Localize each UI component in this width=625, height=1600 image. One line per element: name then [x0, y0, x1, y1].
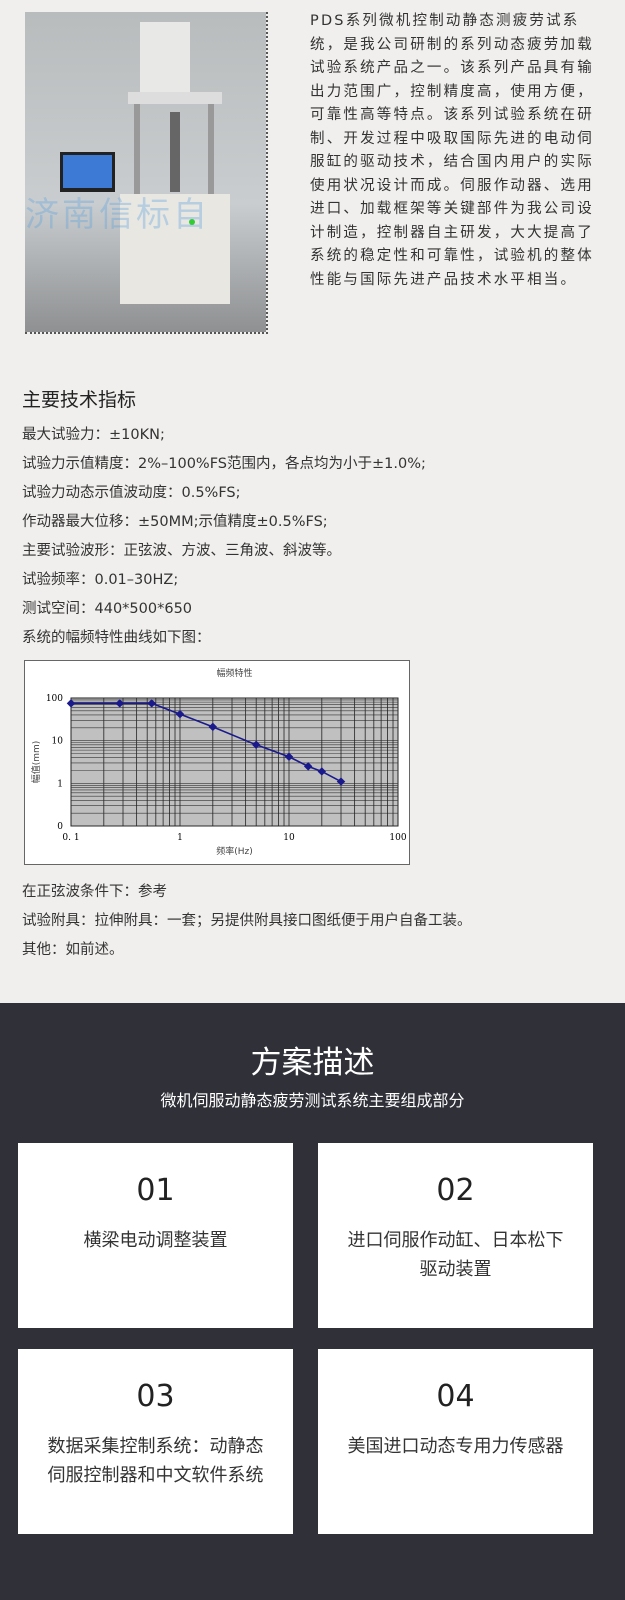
y-tick-label: 1 [57, 779, 63, 789]
x-tick-label: 1 [177, 833, 183, 843]
spec-item: 测试空间：440*500*650 [22, 601, 193, 617]
data-point [317, 767, 327, 776]
x-tick-label: 100 [389, 833, 406, 843]
y-axis-label: 幅值(mm) [30, 741, 42, 784]
card-number: 02 [436, 1173, 475, 1208]
series-line [71, 702, 342, 783]
data-point [115, 699, 124, 708]
specs-after-list: 在正弦波条件下：参考 试验附具：拉伸附具：一套；另提供附具接口图纸便于用户自备工… [22, 878, 472, 965]
spec-item: 系统的幅频特性曲线如下图： [22, 630, 211, 646]
spec-item: 试验力动态示值波动度：0.5%FS; [22, 485, 241, 501]
spec-item: 作动器最大位移：±50MM;示值精度±0.5%FS; [22, 514, 328, 530]
scheme-title: 方案描述 [250, 1045, 375, 1081]
spec-item: 主要试验波形：正弦波、方波、三角波、斜波等。 [22, 543, 341, 559]
card-number: 03 [136, 1379, 175, 1414]
data-point [251, 740, 261, 750]
specs-title: 主要技术指标 [22, 389, 137, 411]
data-point [284, 752, 294, 761]
product-section: 济南信标自 PDS系列微机控制动静态测疲劳试系统，是我公司研制的系列动态疲劳加载… [22, 12, 594, 965]
spec-item: 试验频率：0.01–30HZ; [22, 572, 179, 588]
data-point [336, 777, 346, 786]
card-text: 进口伺服作动缸、日本松下驱动装置 [347, 1230, 564, 1280]
monitor-image [60, 152, 115, 192]
card-text: 数据采集控制系统：动静态伺服控制器和中文软件系统 [47, 1436, 264, 1486]
component-card: 04 美国进口动态专用力传感器 [318, 1349, 593, 1534]
intro-text: PDS系列微机控制动静态测疲劳试系统，是我公司研制的系列动态疲劳加载试验系统产品… [310, 13, 594, 288]
card-text: 横梁电动调整装置 [83, 1230, 228, 1251]
y-tick-label: 0 [57, 822, 63, 832]
data-point [147, 699, 156, 708]
data-point [66, 699, 76, 708]
scheme-subtitle: 微机伺服动静态疲劳测试系统主要组成部分 [160, 1091, 465, 1110]
y-tick-label: 100 [46, 694, 63, 704]
card-number: 01 [136, 1173, 175, 1208]
spec-item: 在正弦波条件下：参考 [22, 884, 167, 900]
component-card: 02 进口伺服作动缸、日本松下驱动装置 [318, 1143, 593, 1328]
watermark: 济南信标自 [25, 195, 210, 235]
x-tick-label: 0. 1 [62, 833, 79, 843]
product-photo: 济南信标自 [25, 12, 268, 334]
amplitude-frequency-chart: 0. 1 1 10 100 100 10 1 0 幅频特性 频率(Hz) 幅值(mm) [24, 660, 410, 865]
testing-machine-image [120, 22, 230, 304]
x-tick-label: 10 [283, 833, 295, 843]
specs-list: 最大试验力：±10KN; 试验力示值精度：2%–100%FS范围内，各点均为小于… [22, 421, 426, 653]
x-axis-label: 频率(Hz) [216, 845, 253, 857]
plot-area [70, 697, 399, 827]
y-tick-label: 10 [52, 737, 64, 747]
chart-title: 幅频特性 [216, 667, 252, 679]
spec-item: 其他：如前述。 [22, 942, 124, 958]
component-card: 03 数据采集控制系统：动静态伺服控制器和中文软件系统 [18, 1349, 293, 1534]
spec-item: 试验附具：拉伸附具：一套；另提供附具接口图纸便于用户自备工装。 [22, 913, 472, 929]
card-text: 美国进口动态专用力传感器 [347, 1436, 564, 1457]
card-number: 04 [436, 1379, 475, 1414]
spec-item: 试验力示值精度：2%–100%FS范围内，各点均为小于±1.0%; [22, 456, 426, 472]
component-card: 01 横梁电动调整装置 [18, 1143, 293, 1328]
spec-item: 最大试验力：±10KN; [22, 427, 165, 443]
